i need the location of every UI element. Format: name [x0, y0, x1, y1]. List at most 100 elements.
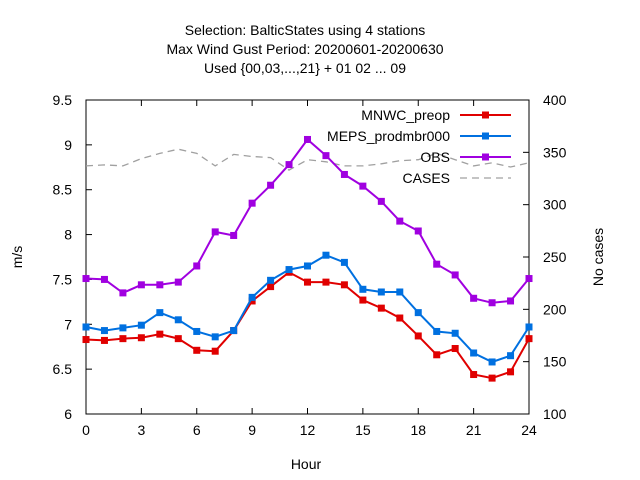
data-point-obs — [267, 181, 275, 189]
legend-marker — [482, 153, 489, 161]
data-point-meps-prodmbr000 — [451, 329, 459, 337]
y2-tick-label: 200 — [543, 301, 567, 317]
data-point-obs — [414, 227, 422, 235]
data-point-mnwc-preop — [267, 283, 275, 291]
y-tick-label: 8.5 — [53, 182, 73, 198]
data-point-meps-prodmbr000 — [156, 309, 164, 317]
legend-item-mnwc-preop: MNWC_preop — [361, 107, 511, 123]
y2-tick-label: 250 — [543, 249, 567, 265]
x-tick-label: 9 — [248, 422, 256, 438]
data-point-meps-prodmbr000 — [230, 327, 238, 335]
data-point-meps-prodmbr000 — [211, 333, 219, 341]
series-obs — [82, 135, 533, 307]
legend-item-obs: OBS — [420, 149, 511, 165]
legend-item-cases: CASES — [403, 170, 511, 186]
data-point-mnwc-preop — [525, 335, 533, 343]
data-point-mnwc-preop — [304, 278, 311, 286]
y-tick-label: 9 — [64, 137, 72, 153]
legend-label: CASES — [403, 170, 450, 186]
data-point-meps-prodmbr000 — [100, 327, 108, 335]
data-point-meps-prodmbr000 — [82, 323, 90, 331]
data-point-mnwc-preop — [100, 336, 108, 344]
data-point-meps-prodmbr000 — [470, 349, 478, 357]
data-point-meps-prodmbr000 — [137, 321, 145, 329]
data-point-obs — [340, 170, 348, 178]
data-point-meps-prodmbr000 — [193, 327, 201, 335]
data-point-obs — [525, 275, 533, 283]
x-tick-label: 24 — [521, 422, 537, 438]
data-point-mnwc-preop — [156, 330, 164, 338]
data-point-meps-prodmbr000 — [267, 276, 275, 284]
data-point-meps-prodmbr000 — [377, 288, 385, 296]
data-point-obs — [451, 271, 459, 279]
data-point-mnwc-preop — [507, 368, 515, 376]
data-point-obs — [174, 278, 182, 286]
data-point-meps-prodmbr000 — [248, 293, 256, 301]
x-tick-label: 6 — [193, 422, 201, 438]
x-tick-label: 21 — [466, 422, 482, 438]
data-point-meps-prodmbr000 — [396, 288, 404, 296]
y-tick-label: 8 — [64, 227, 72, 243]
data-point-obs — [304, 135, 311, 143]
data-point-mnwc-preop — [451, 345, 459, 353]
data-point-mnwc-preop — [396, 314, 404, 322]
data-point-obs — [285, 161, 293, 169]
data-point-obs — [156, 281, 164, 289]
data-point-meps-prodmbr000 — [174, 316, 182, 324]
y-tick-label: 9.5 — [53, 92, 73, 108]
data-point-obs — [507, 297, 515, 305]
data-point-meps-prodmbr000 — [322, 251, 330, 259]
data-point-obs — [396, 217, 404, 225]
series-meps-prodmbr000 — [82, 251, 533, 366]
y2-tick-label: 400 — [543, 92, 567, 108]
series-layer — [82, 135, 533, 382]
data-point-obs — [377, 197, 385, 205]
data-point-obs — [100, 275, 108, 283]
data-point-meps-prodmbr000 — [359, 285, 367, 293]
y-tick-label: 7.5 — [53, 271, 73, 287]
data-point-obs — [488, 299, 496, 307]
data-point-mnwc-preop — [377, 304, 385, 312]
data-point-obs — [82, 275, 90, 283]
y-tick-label: 6.5 — [53, 361, 73, 377]
series-line-meps-prodmbr000 — [85, 254, 530, 364]
data-point-mnwc-preop — [82, 336, 90, 344]
data-point-meps-prodmbr000 — [304, 262, 311, 270]
data-point-mnwc-preop — [248, 297, 256, 305]
legend-marker — [482, 111, 489, 119]
data-point-obs — [193, 262, 201, 270]
data-point-mnwc-preop — [433, 351, 441, 359]
data-point-mnwc-preop — [359, 296, 367, 304]
data-point-obs — [211, 228, 219, 236]
x-tick-label: 12 — [300, 422, 316, 438]
data-point-meps-prodmbr000 — [488, 358, 496, 366]
data-point-mnwc-preop — [211, 347, 219, 355]
x-tick-label: 18 — [410, 422, 426, 438]
chart-title: Selection: BalticStates using 4 stations… — [166, 22, 443, 76]
series-cases — [85, 148, 530, 171]
legend-label: OBS — [420, 149, 450, 165]
data-point-meps-prodmbr000 — [340, 258, 348, 266]
data-point-mnwc-preop — [322, 278, 330, 286]
legend-item-meps-prodmbr000: MEPS_prodmbr000 — [327, 128, 511, 144]
data-point-meps-prodmbr000 — [414, 309, 422, 317]
series-line-mnwc-preop — [85, 271, 530, 380]
data-point-meps-prodmbr000 — [507, 352, 515, 360]
data-point-obs — [359, 182, 367, 190]
data-point-mnwc-preop — [193, 346, 201, 354]
title-line-1: Selection: BalticStates using 4 stations — [185, 22, 425, 38]
data-point-obs — [119, 289, 127, 297]
data-point-meps-prodmbr000 — [285, 266, 293, 274]
axes: 0 3 6 9 12 15 18 21 24 6 6.5 7 7.5 8 8.5 9 9.5 100 150 200 2… — [53, 92, 567, 438]
y2-tick-label: 300 — [543, 197, 567, 213]
series-line-obs — [85, 138, 530, 304]
data-point-obs — [470, 294, 478, 302]
data-point-mnwc-preop — [119, 335, 127, 343]
legend: MNWC_preop MEPS_prodmbr000 OBS CASES — [327, 107, 511, 186]
y2-tick-label: 350 — [543, 144, 567, 160]
series-line-cases — [85, 148, 530, 171]
legend-label: MEPS_prodmbr000 — [327, 128, 450, 144]
plot-frame — [85, 99, 530, 415]
legend-marker — [482, 132, 489, 140]
